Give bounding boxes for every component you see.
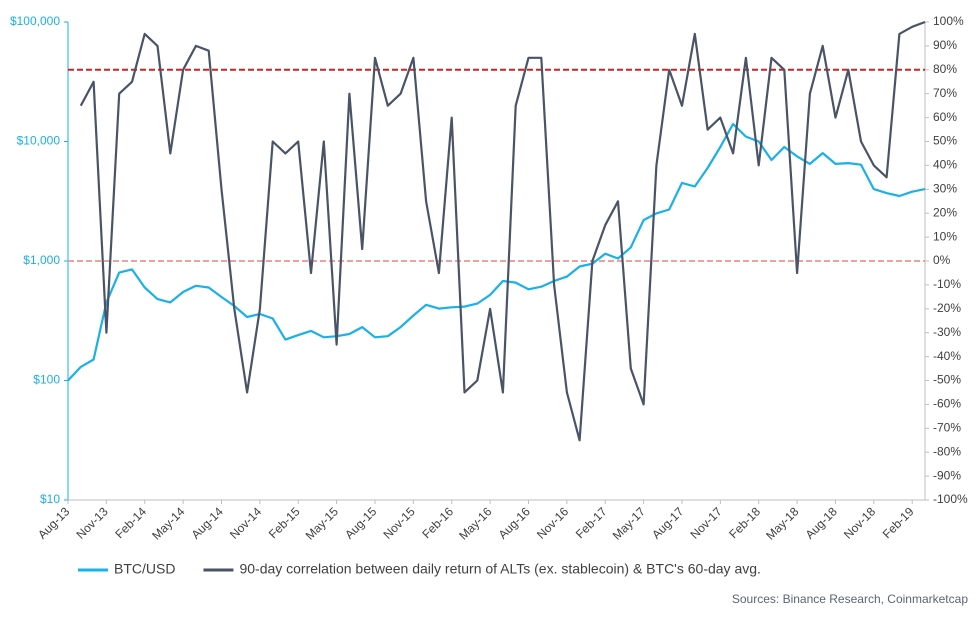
x-tick-label: Aug-14 (189, 504, 226, 541)
y2-tick-label: -40% (933, 349, 961, 363)
x-tick-label: Aug-17 (649, 504, 686, 541)
y2-tick-label: 0% (933, 253, 951, 267)
legend-label: BTC/USD (114, 561, 175, 577)
x-tick-label: May-17 (610, 504, 648, 542)
x-tick-label: Feb-18 (726, 504, 763, 541)
x-tick-label: Aug-18 (803, 504, 840, 541)
y2-tick-label: -60% (933, 397, 961, 411)
y2-tick-label: 10% (933, 229, 957, 243)
x-tick-label: May-18 (763, 504, 801, 542)
y-tick-label: $100,000 (10, 14, 60, 28)
y2-tick-label: 70% (933, 86, 957, 100)
x-tick-label: Aug-16 (496, 504, 533, 541)
y2-tick-label: 100% (933, 14, 964, 28)
x-tick-label: Aug-13 (35, 504, 72, 541)
x-tick-label: Nov-15 (380, 504, 417, 541)
y2-tick-label: 80% (933, 62, 957, 76)
y-tick-label: $100 (33, 373, 60, 387)
x-tick-label: May-14 (149, 504, 187, 542)
y2-tick-label: 20% (933, 205, 957, 219)
x-tick-label: Feb-15 (266, 504, 303, 541)
y2-tick-label: -90% (933, 468, 961, 482)
y2-tick-label: 30% (933, 181, 957, 195)
y2-tick-label: -10% (933, 277, 961, 291)
y2-tick-label: -20% (933, 301, 961, 315)
y-tick-label: $1,000 (23, 253, 60, 267)
y-tick-label: $10,000 (17, 134, 61, 148)
x-tick-label: Aug-15 (342, 504, 379, 541)
legend-label: 90-day correlation between daily return … (239, 561, 760, 577)
y2-tick-label: 90% (933, 38, 957, 52)
y2-tick-label: -70% (933, 420, 961, 434)
x-tick-label: Feb-14 (112, 504, 149, 541)
x-tick-label: Nov-13 (73, 504, 110, 541)
y2-tick-label: -50% (933, 373, 961, 387)
y2-tick-label: 60% (933, 110, 957, 124)
y2-tick-label: 50% (933, 134, 957, 148)
y2-tick-label: 40% (933, 158, 957, 172)
y2-tick-label: -30% (933, 325, 961, 339)
x-tick-label: Feb-16 (419, 504, 456, 541)
x-tick-label: May-15 (303, 504, 341, 542)
y2-tick-label: -80% (933, 444, 961, 458)
x-tick-label: Nov-18 (841, 504, 878, 541)
x-tick-label: May-16 (456, 504, 494, 542)
x-tick-label: Feb-17 (573, 504, 610, 541)
series-line (67, 122, 926, 382)
source-note: Sources: Binance Research, Coinmarketcap (732, 592, 968, 606)
x-tick-label: Feb-19 (880, 504, 917, 541)
y2-tick-label: -100% (933, 492, 968, 506)
y-tick-label: $10 (40, 492, 60, 506)
series-line (79, 20, 926, 442)
x-tick-label: Nov-17 (687, 504, 724, 541)
x-tick-label: Nov-16 (534, 504, 571, 541)
x-tick-label: Nov-14 (227, 504, 264, 541)
